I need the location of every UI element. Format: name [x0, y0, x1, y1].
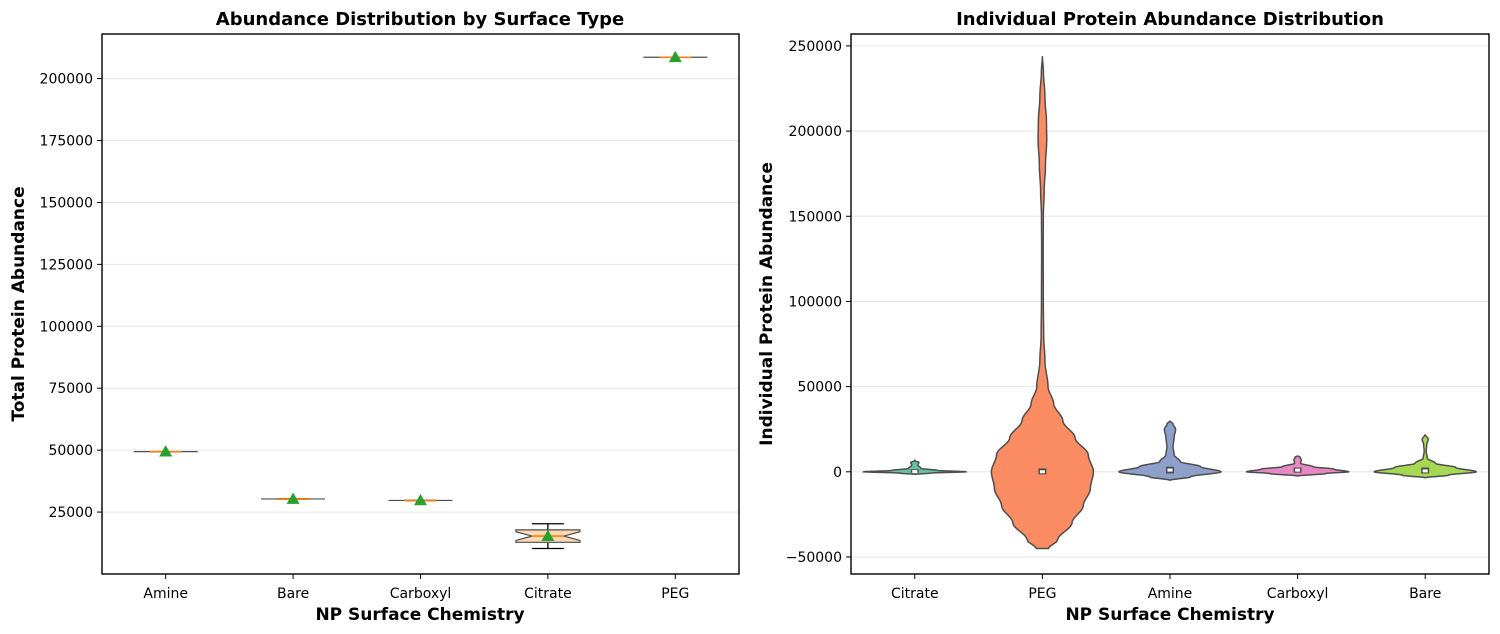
- y-tick-label: 250000: [789, 39, 842, 55]
- violin-plot-frame: [850, 33, 1490, 575]
- box-plot-title: Abundance Distribution by Surface Type: [216, 9, 624, 30]
- violin-plot-x-axis-label: NP Surface Chemistry: [1065, 605, 1274, 625]
- box-plot-y-axis-label: Total Protein Abundance: [9, 186, 29, 421]
- x-tick-label: Carboxyl: [390, 586, 452, 602]
- box-plot-panel: Abundance Distribution by Surface Type N…: [9, 9, 740, 625]
- y-tick-label: 150000: [789, 209, 842, 225]
- violin-median-marker: [1167, 468, 1173, 472]
- x-tick-label: Bare: [1409, 586, 1441, 602]
- mean-marker: [668, 50, 682, 63]
- x-tick-label: Amine: [1148, 586, 1193, 602]
- violin-median-marker: [1039, 470, 1045, 474]
- y-tick-label: 150000: [40, 195, 93, 211]
- y-tick-label: 25000: [48, 505, 93, 521]
- y-tick-label: 50000: [797, 380, 842, 396]
- violin-median-marker: [912, 469, 918, 473]
- y-tick-label: 125000: [40, 257, 93, 273]
- y-tick-label: 50000: [48, 443, 93, 459]
- violin-plot-title: Individual Protein Abundance Distributio…: [956, 9, 1384, 30]
- y-tick-label: 175000: [40, 134, 93, 150]
- y-tick-label: 100000: [789, 294, 842, 310]
- violin-median-marker: [1295, 468, 1301, 472]
- violin-body: [1373, 434, 1478, 479]
- x-tick-label: Carboxyl: [1267, 586, 1329, 602]
- x-tick-label: PEG: [661, 586, 689, 602]
- y-tick-label: 0: [833, 465, 842, 481]
- violin-plot-panel: Individual Protein Abundance Distributio…: [757, 9, 1490, 625]
- y-tick-label: 200000: [40, 72, 93, 88]
- x-tick-label: Citrate: [891, 586, 939, 602]
- violin-plot-y-axis-label: Individual Protein Abundance: [757, 162, 777, 446]
- mean-marker: [414, 493, 427, 506]
- violin-body: [1118, 420, 1222, 482]
- x-tick-label: Amine: [143, 586, 188, 602]
- violin-body: [1245, 455, 1350, 478]
- violin-body: [861, 458, 968, 476]
- y-tick-label: 100000: [40, 319, 93, 335]
- mean-marker: [159, 445, 173, 457]
- x-tick-label: PEG: [1028, 586, 1056, 602]
- x-tick-label: Citrate: [524, 586, 572, 602]
- box-plot-frame: [101, 33, 740, 575]
- box-plot-x-axis-label: NP Surface Chemistry: [315, 605, 524, 625]
- x-tick-label: Bare: [277, 586, 309, 602]
- mean-marker: [286, 492, 300, 504]
- y-tick-label: −50000: [786, 550, 842, 566]
- y-tick-label: 200000: [789, 124, 842, 140]
- violin-median-marker: [1422, 469, 1428, 473]
- mean-marker: [541, 529, 555, 541]
- violin-body: [990, 56, 1095, 550]
- y-tick-label: 75000: [48, 381, 93, 397]
